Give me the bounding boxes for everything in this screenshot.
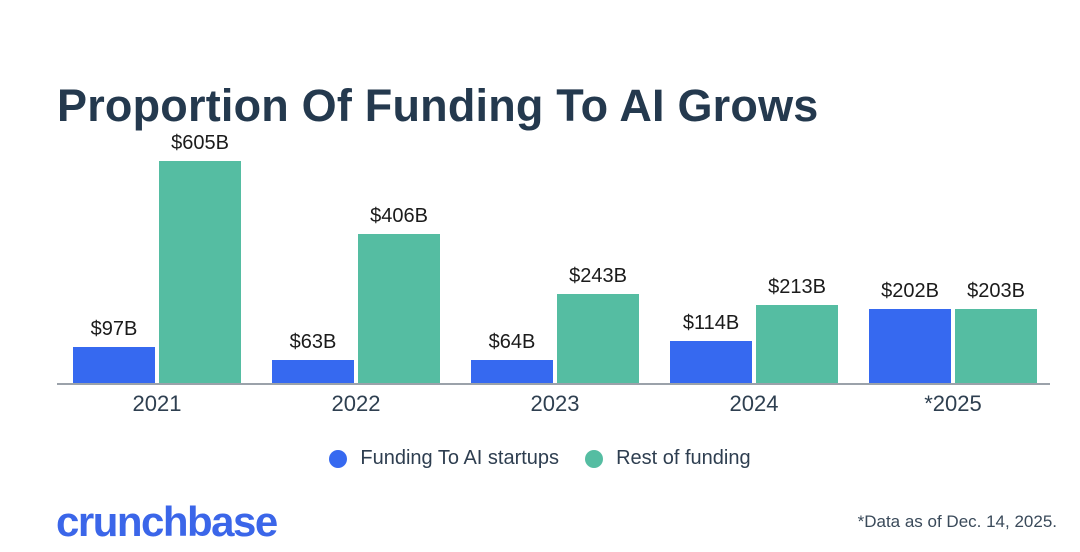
bar-value-label: $97B (90, 318, 138, 340)
bar-value-label: $64B (488, 331, 536, 353)
crunchbase-logo: crunchbase (56, 498, 278, 545)
bar-value-label: $203B (967, 280, 1025, 302)
x-axis-label: 2024 (729, 391, 779, 416)
bar-value-label: $406B (370, 205, 428, 227)
bar-2023-funding-to-ai-startups (471, 360, 553, 383)
bar-2022-rest-of-funding (358, 234, 440, 383)
legend-item-rest-of-funding: Rest of funding (585, 447, 751, 470)
plot-area: $97B $605B 2021 $63B $406B 2022 $64B $243B 2023 $… (57, 128, 1050, 416)
legend-dot-icon (329, 449, 348, 468)
bar-2022-funding-to-ai-startups (272, 360, 354, 383)
x-axis-label: *2025 (924, 391, 982, 416)
x-axis-label: 2023 (530, 391, 580, 416)
bar-2021-funding-to-ai-startups (73, 347, 155, 383)
bar-value-label: $63B (289, 331, 337, 353)
bar--2025-funding-to-ai-startups (869, 309, 951, 383)
x-axis-label: 2021 (132, 391, 182, 416)
x-axis-line (57, 383, 1050, 385)
bar--2025-rest-of-funding (955, 309, 1037, 383)
bar-value-label: $213B (768, 276, 826, 298)
legend-label: Funding To AI startups (360, 447, 560, 469)
chart-title: Proportion Of Funding To AI Grows (57, 80, 819, 132)
bar-2021-rest-of-funding (159, 161, 241, 383)
legend: Funding To AI startups Rest of funding (0, 447, 1080, 470)
bar-2024-rest-of-funding (756, 305, 838, 383)
bar-value-label: $243B (569, 265, 627, 287)
bar-value-label: $605B (171, 132, 229, 154)
data-footnote: *Data as of Dec. 14, 2025. (857, 512, 1057, 531)
legend-item-ai-funding: Funding To AI startups (329, 447, 559, 470)
bar-value-label: $114B (682, 312, 740, 334)
legend-label: Rest of funding (616, 447, 751, 469)
bar-value-label: $202B (881, 280, 939, 302)
bar-2024-funding-to-ai-startups (670, 341, 752, 383)
legend-dot-icon (585, 449, 604, 468)
bar-2023-rest-of-funding (557, 294, 639, 383)
x-axis-label: 2022 (331, 391, 381, 416)
